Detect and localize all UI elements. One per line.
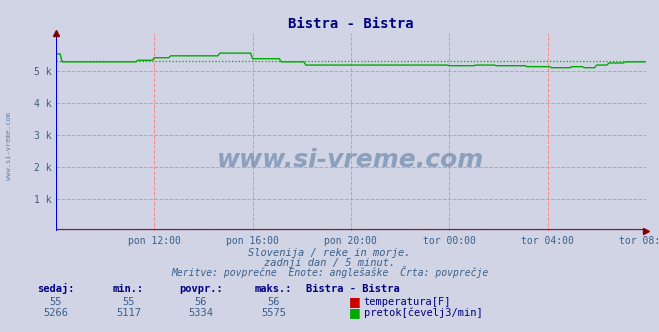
Text: maks.:: maks.: (255, 284, 292, 294)
Text: temperatura[F]: temperatura[F] (364, 297, 451, 307)
Text: 5334: 5334 (188, 308, 214, 318)
Text: povpr.:: povpr.: (179, 284, 223, 294)
Text: ■: ■ (349, 306, 361, 319)
Title: Bistra - Bistra: Bistra - Bistra (288, 17, 414, 31)
Text: 5266: 5266 (43, 308, 69, 318)
Text: 55: 55 (123, 297, 134, 307)
Text: www.si-vreme.com: www.si-vreme.com (217, 148, 484, 172)
Text: sedaj:: sedaj: (38, 283, 74, 294)
Text: 56: 56 (195, 297, 207, 307)
Text: 5117: 5117 (116, 308, 141, 318)
Text: ■: ■ (349, 295, 361, 308)
Text: www.si-vreme.com: www.si-vreme.com (5, 112, 12, 180)
Text: Slovenija / reke in morje.: Slovenija / reke in morje. (248, 248, 411, 258)
Text: 56: 56 (268, 297, 279, 307)
Text: 55: 55 (50, 297, 62, 307)
Text: Meritve: povprečne  Enote: anglešaške  Črta: povprečje: Meritve: povprečne Enote: anglešaške Črt… (171, 266, 488, 278)
Text: Bistra - Bistra: Bistra - Bistra (306, 284, 399, 294)
Text: min.:: min.: (113, 284, 144, 294)
Text: 5575: 5575 (261, 308, 286, 318)
Text: pretok[čevelj3/min]: pretok[čevelj3/min] (364, 307, 482, 318)
Text: zadnji dan / 5 minut.: zadnji dan / 5 minut. (264, 258, 395, 268)
